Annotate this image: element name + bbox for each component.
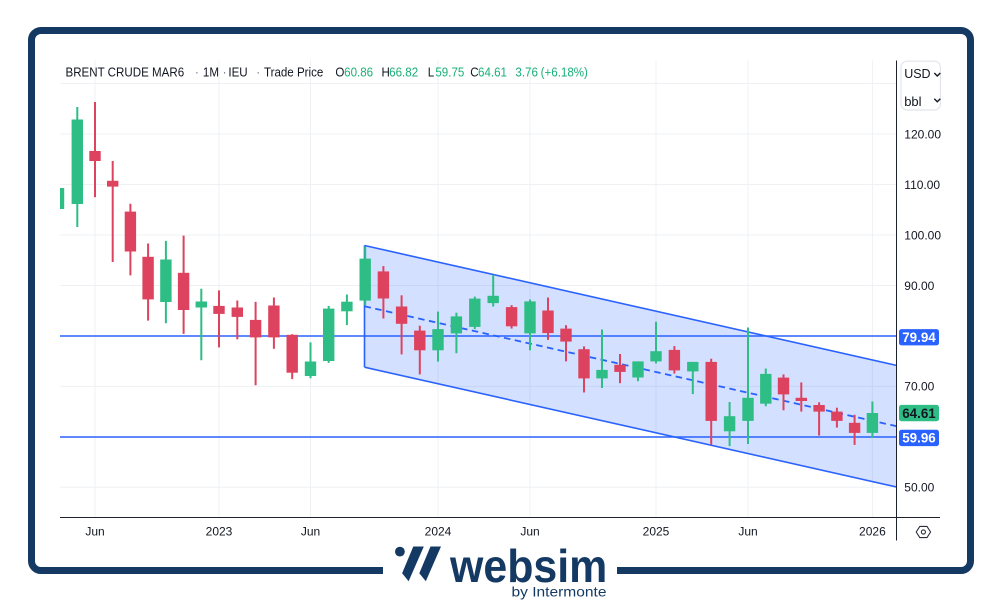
svg-text:bbl: bbl [904, 94, 921, 109]
svg-text:websim: websim [449, 540, 607, 592]
svg-text:Jun: Jun [301, 525, 320, 539]
svg-text:120.00: 120.00 [904, 127, 941, 141]
svg-text:by Intermonte: by Intermonte [512, 585, 607, 600]
svg-text:59.96: 59.96 [902, 431, 936, 446]
svg-text:2025: 2025 [643, 525, 670, 539]
svg-text:70.00: 70.00 [904, 380, 934, 394]
svg-text:110.00: 110.00 [904, 178, 940, 192]
svg-text:2023: 2023 [206, 525, 233, 539]
svg-text:Jun: Jun [738, 525, 757, 539]
svg-text:2026: 2026 [859, 525, 886, 539]
svg-text:Jun: Jun [85, 525, 104, 539]
svg-text:BRENT CRUDE MAR6·1M·IEU·Trade: BRENT CRUDE MAR6 · 1M · IEU · Trade Price O60.8… [66, 65, 588, 80]
svg-text:USD: USD [904, 67, 930, 81]
svg-text:50.00: 50.00 [904, 481, 934, 495]
svg-text:100.00: 100.00 [904, 228, 941, 242]
svg-text:2024: 2024 [425, 525, 452, 539]
svg-text:79.94: 79.94 [902, 330, 936, 345]
svg-text:90.00: 90.00 [904, 279, 934, 293]
svg-text:Jun: Jun [520, 525, 539, 539]
svg-text:64.61: 64.61 [902, 406, 936, 421]
